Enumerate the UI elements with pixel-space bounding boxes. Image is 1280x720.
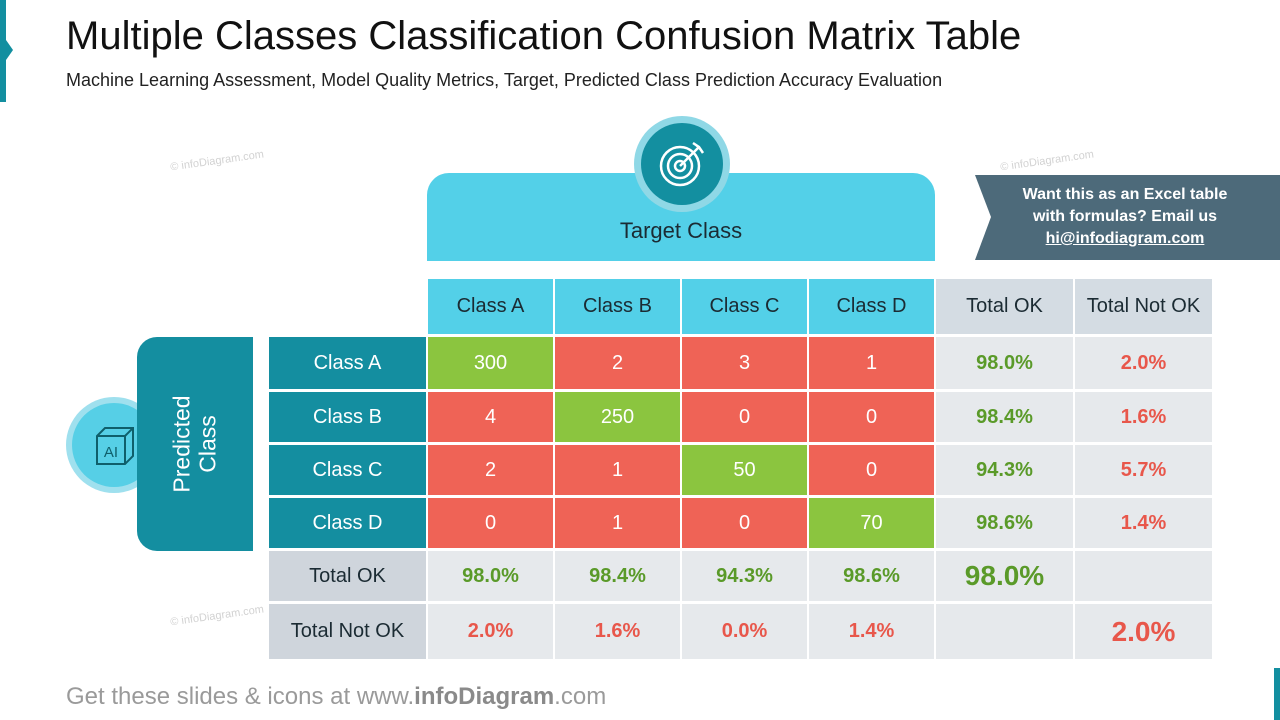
predicted-class-label-wrap: Predicted Class bbox=[137, 337, 253, 551]
table-row: Class B 4 250 0 0 98.4% 1.6% bbox=[269, 392, 1212, 442]
matrix-cell: 300 bbox=[428, 337, 553, 389]
col-header: Class C bbox=[682, 279, 807, 334]
confusion-matrix-table: Class A Class B Class C Class D Total OK… bbox=[267, 276, 1214, 662]
left-accent-notch bbox=[6, 40, 13, 60]
matrix-cell: 0 bbox=[428, 498, 553, 548]
table-row: Class D 0 1 0 70 98.6% 1.4% bbox=[269, 498, 1212, 548]
total-not-ok-header: Total Not OK bbox=[1075, 279, 1212, 334]
total-ok-header: Total OK bbox=[936, 279, 1073, 334]
row-total-ok: 98.6% bbox=[936, 498, 1073, 548]
empty-cell bbox=[1075, 551, 1212, 601]
matrix-cell: 2 bbox=[555, 337, 680, 389]
empty-cell bbox=[936, 604, 1073, 659]
cta-notch bbox=[975, 175, 991, 260]
table-row: Class A 300 2 3 1 98.0% 2.0% bbox=[269, 337, 1212, 389]
matrix-cell: 250 bbox=[555, 392, 680, 442]
cta-line-1: Want this as an Excel table bbox=[1022, 186, 1228, 203]
watermark: © infoDiagram.com bbox=[999, 148, 1095, 174]
target-class-label: Target Class bbox=[619, 218, 743, 243]
col-header: Class D bbox=[809, 279, 934, 334]
matrix-cell: 1 bbox=[555, 445, 680, 495]
row-header: Class C bbox=[269, 445, 426, 495]
matrix-cell: 0 bbox=[809, 392, 934, 442]
col-total-not-ok: 1.6% bbox=[555, 604, 680, 659]
matrix-cell: 50 bbox=[682, 445, 807, 495]
overall-ok: 98.0% bbox=[936, 551, 1073, 601]
header-row: Class A Class B Class C Class D Total OK… bbox=[269, 279, 1212, 334]
total-ok-row-label: Total OK bbox=[269, 551, 426, 601]
col-total-ok: 94.3% bbox=[682, 551, 807, 601]
matrix-cell: 1 bbox=[809, 337, 934, 389]
col-total-ok: 98.6% bbox=[809, 551, 934, 601]
cta-email-link[interactable]: hi@infodiagram.com bbox=[1045, 230, 1205, 247]
row-total-not-ok: 5.7% bbox=[1075, 445, 1212, 495]
row-header: Class A bbox=[269, 337, 426, 389]
matrix-cell: 70 bbox=[809, 498, 934, 548]
row-header: Class D bbox=[269, 498, 426, 548]
matrix-cell: 0 bbox=[682, 498, 807, 548]
matrix-cell: 0 bbox=[682, 392, 807, 442]
cta-line-2: with formulas? Email us bbox=[1032, 208, 1218, 225]
footer-prefix: Get these slides & icons at www. bbox=[66, 683, 415, 710]
col-header: Class B bbox=[555, 279, 680, 334]
row-total-not-ok: 2.0% bbox=[1075, 337, 1212, 389]
left-accent-bar bbox=[0, 0, 6, 102]
matrix-cell: 4 bbox=[428, 392, 553, 442]
corner-cell bbox=[269, 279, 426, 334]
page-title: Multiple Classes Classification Confusio… bbox=[66, 14, 1022, 58]
excel-cta-banner[interactable] bbox=[975, 175, 1280, 260]
matrix-cell: 1 bbox=[555, 498, 680, 548]
footer-brand: infoDiagram bbox=[414, 683, 555, 710]
total-not-ok-row: Total Not OK 2.0% 1.6% 0.0% 1.4% 2.0% bbox=[269, 604, 1212, 659]
ai-icon-text: AI bbox=[104, 444, 118, 461]
right-accent-bar bbox=[1274, 668, 1280, 720]
row-total-ok: 98.0% bbox=[936, 337, 1073, 389]
row-total-not-ok: 1.4% bbox=[1075, 498, 1212, 548]
col-total-ok: 98.4% bbox=[555, 551, 680, 601]
table-row: Class C 2 1 50 0 94.3% 5.7% bbox=[269, 445, 1212, 495]
predicted-class-label: Predicted Class bbox=[168, 395, 221, 493]
target-icon bbox=[641, 123, 723, 205]
row-total-ok: 94.3% bbox=[936, 445, 1073, 495]
matrix-cell: 0 bbox=[809, 445, 934, 495]
overall-not-ok: 2.0% bbox=[1075, 604, 1212, 659]
col-total-not-ok: 0.0% bbox=[682, 604, 807, 659]
total-not-ok-row-label: Total Not OK bbox=[269, 604, 426, 659]
col-header: Class A bbox=[428, 279, 553, 334]
footer-text: Get these slides & icons at www.infoDiag… bbox=[66, 683, 606, 711]
predicted-class-panel bbox=[137, 337, 253, 551]
row-total-not-ok: 1.6% bbox=[1075, 392, 1212, 442]
matrix-cell: 2 bbox=[428, 445, 553, 495]
total-ok-row: Total OK 98.0% 98.4% 94.3% 98.6% 98.0% bbox=[269, 551, 1212, 601]
footer-suffix: .com bbox=[554, 683, 607, 710]
page-subtitle: Machine Learning Assessment, Model Quali… bbox=[66, 70, 943, 90]
matrix-cell: 3 bbox=[682, 337, 807, 389]
watermark: © infoDiagram.com bbox=[169, 148, 265, 174]
col-total-not-ok: 1.4% bbox=[809, 604, 934, 659]
col-total-not-ok: 2.0% bbox=[428, 604, 553, 659]
row-header: Class B bbox=[269, 392, 426, 442]
row-total-ok: 98.4% bbox=[936, 392, 1073, 442]
excel-cta-text: Want this as an Excel table with formula… bbox=[990, 184, 1260, 250]
col-total-ok: 98.0% bbox=[428, 551, 553, 601]
watermark: © infoDiagram.com bbox=[169, 603, 265, 629]
